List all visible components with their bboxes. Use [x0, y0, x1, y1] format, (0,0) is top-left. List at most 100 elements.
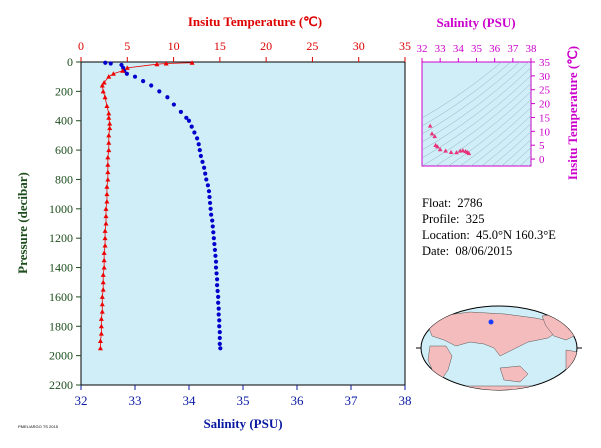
temperature-point — [99, 294, 105, 299]
date-label: Date: — [422, 244, 450, 258]
salinity-point — [192, 130, 197, 135]
temperature-point — [106, 110, 112, 116]
y-tick-label: 0 — [67, 55, 73, 69]
ts-data-points — [427, 123, 472, 156]
temperature-point — [110, 71, 116, 76]
y-tick-label: 600 — [55, 143, 73, 157]
ts-y-tick-label: 10 — [539, 126, 551, 138]
ts-point — [454, 150, 459, 155]
ts-y-tick-label: 0 — [539, 154, 545, 166]
ts-x-tick-label: 35 — [471, 43, 483, 55]
temperature-point — [107, 125, 113, 131]
temperature-point — [100, 287, 106, 292]
ts-salinity-axis: 32 33 34 35 36 37 38 — [417, 43, 537, 62]
temperature-point — [103, 221, 109, 226]
salinity-point — [195, 136, 200, 141]
temperature-point — [154, 61, 160, 67]
salinity-point — [213, 265, 219, 270]
density-contour — [481, 123, 531, 166]
ts-x-tick-label: 34 — [453, 43, 465, 55]
temperature-point — [101, 265, 107, 270]
salinity-point — [178, 109, 183, 115]
location-label: Location: — [422, 228, 470, 242]
x-tick-label: 36 — [291, 393, 305, 408]
date-value: 08/06/2015 — [455, 244, 513, 258]
world-map — [416, 305, 582, 391]
temperature-point — [101, 80, 107, 85]
ts-y-tick-label: 25 — [539, 85, 551, 97]
temperature-point — [102, 228, 108, 233]
salinity-point — [124, 71, 129, 76]
salinity-point — [186, 118, 192, 123]
x2-tick-label: 15 — [214, 39, 226, 53]
salinity-point — [196, 142, 201, 147]
temperature-point — [124, 65, 130, 70]
profile-chart: 32 33 34 35 36 37 38 0 5 10 15 20 25 30 35 0 200 400 600… — [15, 14, 412, 431]
density-contour — [422, 62, 529, 143]
salinity-point — [214, 277, 220, 282]
salinity-point — [132, 74, 138, 79]
temperature-point — [99, 309, 105, 314]
temperature-point — [98, 331, 104, 336]
temperature-point — [105, 154, 111, 160]
salinity-axis: 32 33 34 35 36 37 38 — [75, 385, 412, 408]
temperature-point — [106, 147, 112, 153]
y-tick-label: 1800 — [49, 319, 73, 333]
x-tick-label: 33 — [129, 393, 142, 408]
density-contour — [491, 131, 531, 166]
density-contour — [422, 62, 521, 135]
salinity-point — [215, 288, 220, 294]
temperature-point — [99, 301, 105, 307]
x2-tick-label: 0 — [78, 39, 84, 53]
temperature-point — [102, 94, 108, 100]
ts-x-tick-label: 37 — [507, 43, 519, 55]
temperature-point — [98, 323, 104, 329]
salinity-point — [217, 341, 222, 346]
pressure-axis: 0 200 400 600 800 1000 1200 1400 1600 1800 2000 220… — [49, 55, 81, 392]
ts-y-tick-label: 15 — [539, 112, 551, 124]
salinity-point — [204, 177, 209, 182]
x-tick-label: 37 — [345, 393, 359, 408]
salinity-point — [205, 183, 210, 188]
ts-y-axis-title: Insitu Temperature (℃) — [565, 46, 580, 180]
float-label: Float: — [422, 196, 452, 210]
y-tick-label: 800 — [55, 172, 73, 186]
map-land-asia — [424, 311, 561, 357]
salinity-point — [213, 259, 219, 264]
temperature-point — [106, 132, 112, 138]
density-contour — [422, 75, 531, 159]
temperature-point — [98, 316, 104, 321]
salinity-point — [217, 318, 222, 323]
salinity-point — [207, 194, 212, 200]
salinity-point — [214, 283, 220, 288]
temperature-point — [103, 206, 109, 211]
salinity-point — [212, 247, 218, 253]
density-contour — [459, 107, 531, 166]
temperature-point — [106, 74, 112, 79]
y-tick-label: 1200 — [49, 231, 73, 245]
ts-point — [448, 149, 454, 154]
density-contour — [470, 115, 531, 166]
density-contour — [519, 155, 531, 166]
temperature-point — [104, 184, 110, 189]
x-axis-title: Salinity (PSU) — [203, 416, 282, 431]
salinity-point — [171, 102, 176, 107]
salinity-point — [141, 78, 146, 84]
temperature-point — [104, 103, 110, 109]
density-contour — [422, 62, 512, 127]
salinity-point — [217, 335, 222, 341]
temperature-axis: 0 5 10 15 20 25 30 35 — [78, 39, 411, 62]
float-value: 2786 — [457, 196, 483, 210]
x2-axis-title: Insitu Temperature (℃) — [188, 14, 322, 29]
map-land-south-america — [565, 349, 577, 385]
x-tick-label: 32 — [75, 393, 88, 408]
profile-label: Profile: — [422, 212, 460, 226]
ts-point — [443, 148, 448, 153]
density-contour — [422, 83, 531, 166]
salinity-point — [216, 306, 221, 311]
float-location-marker — [488, 319, 494, 325]
salinity-point — [108, 61, 113, 66]
y-tick-label: 1600 — [49, 290, 73, 304]
